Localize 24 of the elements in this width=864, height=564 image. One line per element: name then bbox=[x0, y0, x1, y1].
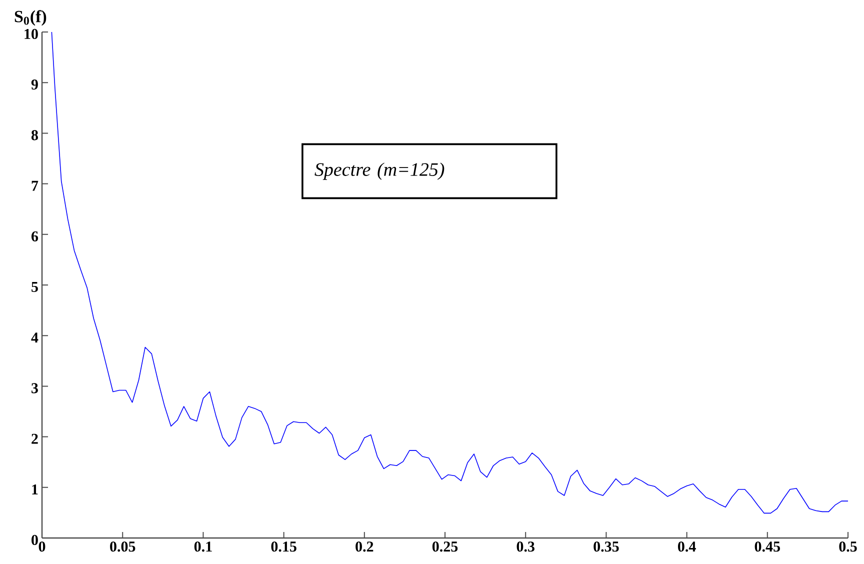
x-tick-label: 0.25 bbox=[432, 542, 458, 552]
x-tick-label: 0.3 bbox=[516, 542, 534, 552]
x-tick-label: 0.1 bbox=[194, 542, 212, 552]
y-tick-label: 2 bbox=[32, 434, 38, 444]
y-tick-label: 4 bbox=[31, 332, 38, 343]
x-tick-label: 0.15 bbox=[271, 542, 296, 552]
x-tick-label: 0.05 bbox=[110, 542, 136, 552]
x-tick-label: 0.2 bbox=[356, 542, 374, 552]
y-tick-label: 1 bbox=[32, 484, 38, 494]
y-tick-label: 9 bbox=[31, 80, 38, 90]
y-tick-label: 7 bbox=[32, 180, 38, 191]
x-tick-label: 0.4 bbox=[678, 542, 696, 552]
x-tick-label: 0.5 bbox=[839, 542, 857, 552]
y-axis-title: S$_{0}$(f) bbox=[14, 10, 46, 26]
y-tick-label: 3 bbox=[32, 383, 38, 394]
y-tick-label: 10 bbox=[24, 28, 38, 40]
x-tick-label: 0.45 bbox=[754, 542, 780, 552]
line-series bbox=[51, 32, 848, 514]
y-tick-label: 5 bbox=[32, 282, 38, 292]
x-tick-label: 0 bbox=[38, 542, 46, 552]
x-tick-label: 0.35 bbox=[594, 542, 619, 552]
annotation: Spectre (m=125) bbox=[314, 162, 444, 180]
y-tick-label: 8 bbox=[31, 130, 38, 140]
y-tick-label: 6 bbox=[31, 231, 38, 242]
